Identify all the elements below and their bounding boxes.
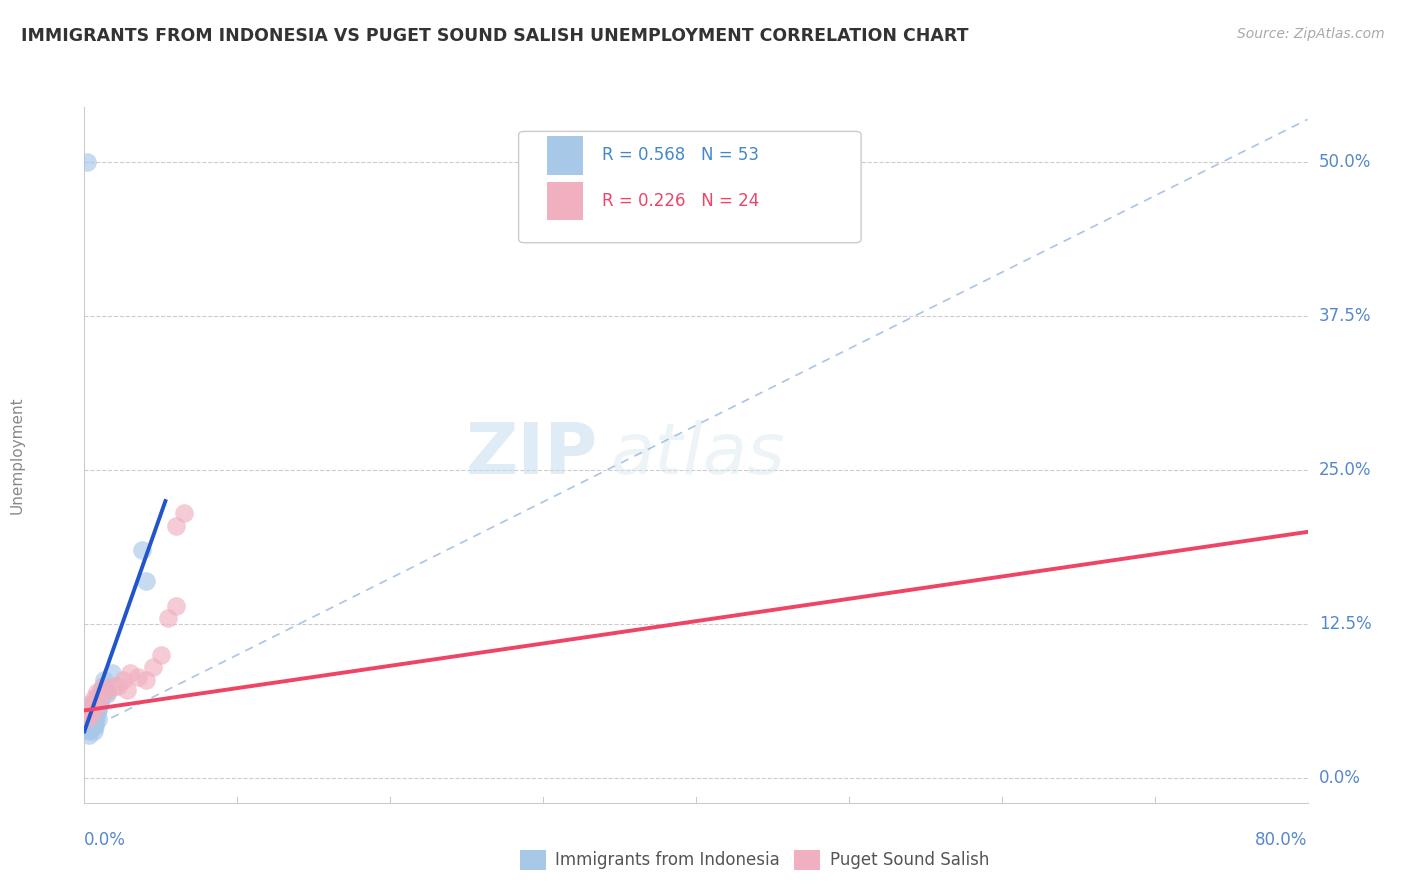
Point bbox=[79, 703, 101, 717]
Point bbox=[83, 707, 105, 722]
Point bbox=[79, 722, 101, 736]
Point bbox=[93, 673, 115, 687]
Point bbox=[101, 666, 124, 681]
Point bbox=[79, 707, 101, 722]
Text: Source: ZipAtlas.com: Source: ZipAtlas.com bbox=[1237, 27, 1385, 41]
Point bbox=[79, 698, 101, 712]
Point bbox=[90, 682, 112, 697]
Point bbox=[80, 719, 103, 733]
Point bbox=[87, 703, 110, 717]
FancyBboxPatch shape bbox=[547, 136, 583, 175]
Point bbox=[84, 698, 107, 712]
Point bbox=[87, 712, 110, 726]
Point bbox=[157, 611, 180, 625]
Point bbox=[96, 682, 118, 697]
Text: Puget Sound Salish: Puget Sound Salish bbox=[830, 851, 988, 869]
Point bbox=[86, 703, 108, 717]
Point bbox=[83, 703, 105, 717]
Point bbox=[83, 715, 105, 730]
Text: 80.0%: 80.0% bbox=[1256, 830, 1308, 848]
Point bbox=[165, 599, 187, 613]
Point bbox=[96, 685, 118, 699]
Text: R = 0.226   N = 24: R = 0.226 N = 24 bbox=[602, 193, 759, 211]
Text: 12.5%: 12.5% bbox=[1319, 615, 1371, 633]
FancyBboxPatch shape bbox=[547, 182, 583, 220]
Point bbox=[173, 507, 195, 521]
Point bbox=[91, 679, 114, 693]
Point bbox=[86, 707, 108, 722]
Text: 37.5%: 37.5% bbox=[1319, 308, 1371, 326]
Point bbox=[86, 699, 108, 714]
Point bbox=[127, 670, 149, 684]
Point bbox=[86, 703, 108, 717]
Point bbox=[80, 699, 103, 714]
Point bbox=[87, 695, 110, 709]
Point bbox=[77, 709, 100, 723]
Text: 0.0%: 0.0% bbox=[84, 830, 127, 848]
Point bbox=[77, 715, 100, 730]
Point bbox=[107, 679, 129, 693]
Point bbox=[79, 717, 101, 731]
Point bbox=[165, 518, 187, 533]
Point bbox=[83, 719, 105, 733]
Text: 25.0%: 25.0% bbox=[1319, 461, 1371, 479]
Text: IMMIGRANTS FROM INDONESIA VS PUGET SOUND SALISH UNEMPLOYMENT CORRELATION CHART: IMMIGRANTS FROM INDONESIA VS PUGET SOUND… bbox=[21, 27, 969, 45]
Point bbox=[76, 722, 98, 736]
Point bbox=[83, 699, 105, 714]
Point bbox=[89, 688, 111, 702]
Text: atlas: atlas bbox=[610, 420, 785, 490]
Point bbox=[149, 648, 172, 662]
Point bbox=[84, 719, 107, 733]
Text: Unemployment: Unemployment bbox=[10, 396, 24, 514]
FancyBboxPatch shape bbox=[519, 131, 860, 243]
Point bbox=[77, 703, 100, 717]
Text: ZIP: ZIP bbox=[465, 420, 598, 490]
Point bbox=[84, 703, 107, 717]
Point bbox=[83, 712, 105, 726]
Point bbox=[135, 574, 157, 589]
Point bbox=[83, 691, 105, 706]
Point bbox=[120, 666, 142, 681]
Point bbox=[80, 719, 103, 733]
Point bbox=[79, 722, 101, 736]
Text: R = 0.568   N = 53: R = 0.568 N = 53 bbox=[602, 146, 759, 164]
Point bbox=[80, 707, 103, 722]
Point bbox=[80, 715, 103, 730]
Point bbox=[104, 679, 127, 693]
Point bbox=[131, 543, 153, 558]
Point bbox=[76, 155, 98, 169]
Point bbox=[86, 685, 108, 699]
Point bbox=[80, 709, 103, 723]
Point bbox=[87, 695, 110, 709]
Point bbox=[84, 715, 107, 730]
Point bbox=[135, 673, 157, 687]
Text: 0.0%: 0.0% bbox=[1319, 769, 1361, 787]
Text: 50.0%: 50.0% bbox=[1319, 153, 1371, 171]
Point bbox=[142, 660, 165, 674]
Point bbox=[90, 691, 112, 706]
Point bbox=[96, 688, 118, 702]
Point bbox=[84, 709, 107, 723]
Point bbox=[84, 699, 107, 714]
Point bbox=[77, 719, 100, 733]
Point bbox=[86, 691, 108, 706]
Point bbox=[115, 682, 138, 697]
Text: Immigrants from Indonesia: Immigrants from Indonesia bbox=[555, 851, 780, 869]
Point bbox=[77, 724, 100, 739]
Point bbox=[89, 688, 111, 702]
Point bbox=[76, 712, 98, 726]
Point bbox=[91, 685, 114, 699]
Point bbox=[89, 698, 111, 712]
Point bbox=[91, 679, 114, 693]
Point bbox=[83, 724, 105, 739]
Point bbox=[111, 673, 134, 687]
Point bbox=[80, 712, 103, 726]
Point bbox=[87, 699, 110, 714]
Point bbox=[80, 698, 103, 712]
Point bbox=[79, 712, 101, 726]
Point bbox=[77, 728, 100, 742]
